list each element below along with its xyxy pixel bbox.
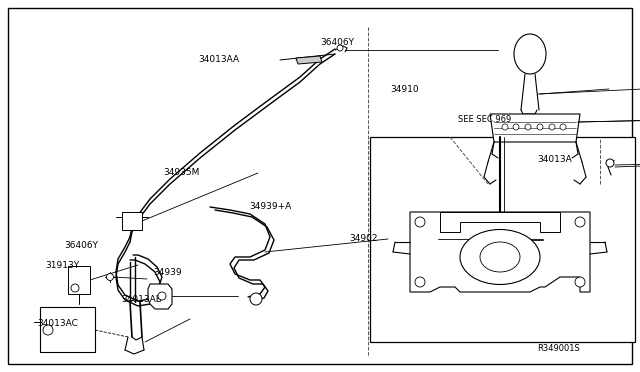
Polygon shape [410,212,590,292]
Circle shape [549,124,555,130]
Polygon shape [514,34,546,74]
Circle shape [71,284,79,292]
Circle shape [106,273,113,280]
Text: 34939: 34939 [154,268,182,277]
Text: 34910: 34910 [390,85,419,94]
Text: 34013A: 34013A [538,155,572,164]
Text: R349001S: R349001S [538,344,580,353]
Circle shape [513,124,519,130]
Text: 34902: 34902 [349,234,378,243]
Circle shape [575,277,585,287]
Text: 36406Y: 36406Y [320,38,354,47]
Circle shape [415,277,425,287]
Circle shape [43,325,53,335]
Bar [68,266,90,294]
Text: 34013AB: 34013AB [122,295,163,304]
Bar [370,137,635,342]
Circle shape [337,45,343,51]
Text: 34013AC: 34013AC [37,319,78,328]
Text: 34935M: 34935M [163,169,200,177]
Polygon shape [296,56,322,64]
Circle shape [502,124,508,130]
Circle shape [560,124,566,130]
Text: 31913Y: 31913Y [45,262,79,270]
Circle shape [606,159,614,167]
Polygon shape [490,114,580,142]
Bar [122,212,142,230]
Text: 34939+A: 34939+A [250,202,292,211]
Polygon shape [148,284,172,309]
Bar [40,307,95,352]
Circle shape [415,217,425,227]
Circle shape [525,124,531,130]
Circle shape [158,292,166,300]
Circle shape [537,124,543,130]
Text: 36406Y: 36406Y [64,241,98,250]
Polygon shape [440,212,560,232]
Text: SEE SEC.969: SEE SEC.969 [458,115,511,124]
Circle shape [575,217,585,227]
Circle shape [250,293,262,305]
Ellipse shape [480,242,520,272]
Text: 34013AA: 34013AA [198,55,239,64]
Ellipse shape [460,230,540,285]
